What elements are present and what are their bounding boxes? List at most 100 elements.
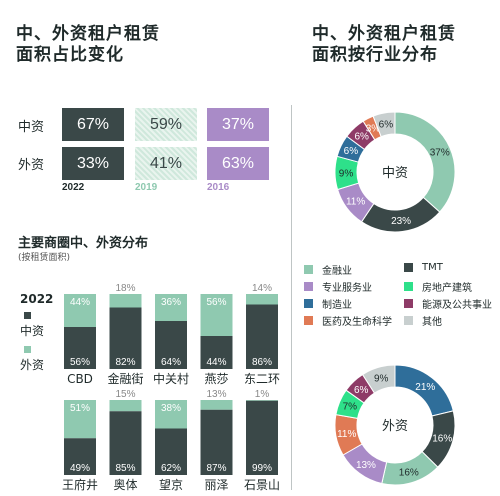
foreign-donut-slice-7 (361, 364, 396, 394)
legend-item-manufacturing: 制造业 (304, 296, 352, 311)
legend-item-professional: 专业服务业 (304, 279, 372, 294)
bar-foreign-6 (109, 400, 142, 412)
legend-item-energy: 能源及公共事业 (404, 296, 492, 311)
legend-label-manufacturing: 制造业 (322, 300, 352, 311)
bar-foreign-label-1: 18% (115, 283, 135, 294)
bar-domestic-label-9: 99% (252, 463, 272, 474)
bar-foreign-label-9: 1% (255, 389, 270, 400)
districts-legend-year: 2022 (20, 292, 54, 306)
bar-foreign-label-4: 14% (252, 283, 272, 294)
bar-category-label-9: 石景山 (244, 478, 280, 492)
domestic-donut-slice-label-5: 6% (354, 132, 369, 143)
bar-domestic-0 (64, 327, 96, 369)
bar-foreign-4 (246, 294, 278, 305)
bar-domestic-2 (155, 321, 187, 369)
bar-domestic-label-7: 62% (161, 463, 181, 474)
bar-foreign-0 (64, 294, 96, 327)
bar-foreign-label-3: 56% (206, 297, 226, 308)
cell-2016-foreign: 63% (207, 147, 269, 180)
bar-domestic-label-3: 44% (206, 357, 226, 368)
legend-swatch-realestate (404, 282, 413, 291)
domestic-donut-slice-label-6: 3% (366, 124, 381, 135)
foreign-donut-chart: 21% 16% 16% 13% 11% 7% 6% 9% 外资 (334, 364, 456, 486)
bar-foreign-label-8: 13% (206, 389, 226, 400)
domestic-donut-slice-label-7: 6% (379, 119, 394, 130)
bar-foreign-2 (155, 294, 187, 321)
legend-swatch-other (404, 316, 413, 325)
district-bar-chart: 44% 56% CBD 18% 82% 金融街 36% 64% 中关村 56% 44% 燕莎 14% 86… (62, 283, 280, 492)
bar-foreign-8 (200, 400, 233, 410)
bar-foreign-9 (246, 400, 278, 401)
legend-item-medical: 医药及生命科学 (304, 313, 392, 328)
left-title-line-2: 面积占比变化 (16, 45, 124, 65)
share-table: 中资 外资 67% 59% 37% 33% 41% 63% 2022 2019 … (0, 0, 290, 200)
right-title-line-2: 面积按行业分布 (312, 45, 438, 65)
bar-foreign-5 (64, 400, 96, 439)
bar-foreign-label-6: 15% (115, 389, 135, 400)
legend-domestic-swatch (24, 312, 31, 319)
bar-domestic-4 (246, 304, 278, 369)
year-2016-label: 2016 (207, 182, 230, 193)
bar-foreign-label-0: 44% (70, 297, 90, 308)
bar-domestic-label-2: 64% (161, 357, 181, 368)
domestic-donut-slice-label-3: 9% (339, 168, 354, 179)
bar-foreign-label-2: 36% (161, 297, 181, 308)
bar-category-label-2: 中关村 (153, 371, 189, 386)
legend-label-medical: 医药及生命科学 (322, 317, 392, 328)
foreign-donut-slice-label-7: 9% (374, 373, 389, 384)
bar-domestic-1 (109, 307, 142, 369)
legend-item-other: 其他 (404, 313, 442, 328)
year-2022-label: 2022 (62, 182, 85, 193)
legend-item-finance: 金融业 (304, 262, 352, 277)
bar-foreign-label-7: 38% (161, 403, 181, 414)
foreign-donut-slice-label-4: 11% (337, 429, 356, 440)
legend-swatch-energy (404, 299, 413, 308)
legend-swatch-professional (304, 282, 313, 291)
bar-domestic-3 (200, 336, 233, 369)
bar-domestic-label-4: 86% (252, 357, 272, 368)
domestic-donut-slice-7 (372, 111, 396, 138)
bar-foreign-label-5: 51% (70, 403, 90, 414)
domestic-donut-chart: 37%23%11%9%6%6%3%6%中资 (334, 111, 456, 233)
bar-domestic-label-6: 85% (115, 463, 135, 474)
bar-category-label-3: 燕莎 (204, 372, 228, 386)
districts-title: 主要商圈中、外资分布 (18, 236, 149, 251)
bar-foreign-7 (155, 400, 187, 429)
bar-domestic-8 (200, 409, 233, 475)
domestic-donut-center-label: 中资 (382, 166, 408, 181)
foreign-donut-center-label: 外资 (382, 419, 408, 434)
cell-2016-domestic: 37% (207, 108, 269, 141)
legend-label-realestate: 房地产建筑 (422, 283, 472, 294)
legend-label-energy: 能源及公共事业 (422, 300, 492, 311)
domestic-donut-slice-label-0: 37% (430, 148, 450, 159)
bar-domestic-7 (155, 428, 187, 475)
domestic-donut-slice-label-1: 23% (391, 216, 411, 227)
bar-domestic-label-1: 82% (115, 357, 135, 368)
foreign-donut-slice-label-1: 16% (432, 434, 452, 445)
legend-item-realestate: 房地产建筑 (404, 279, 472, 294)
legend-swatch-finance (304, 265, 313, 274)
bar-domestic-label-0: 56% (70, 357, 90, 368)
cell-2022-foreign: 33% (62, 147, 124, 180)
bar-domestic-6 (109, 411, 142, 475)
domestic-donut-slice-label-4: 6% (344, 146, 359, 157)
bar-category-label-4: 东二环 (244, 372, 280, 386)
bar-foreign-1 (109, 294, 142, 308)
legend-foreign-swatch (24, 346, 31, 353)
bar-domestic-label-8: 87% (206, 463, 226, 474)
year-2019-label: 2019 (135, 182, 158, 193)
bar-domestic-label-5: 49% (70, 463, 90, 474)
legend-item-tmt: TMT (404, 262, 443, 273)
vertical-divider (291, 105, 292, 490)
foreign-donut-slice-label-0: 21% (415, 382, 435, 393)
bar-domestic-9 (246, 400, 278, 475)
foreign-donut-slice-label-3: 13% (356, 460, 376, 471)
legend-label-tmt: TMT (422, 262, 443, 273)
legend-domestic-label: 中资 (20, 324, 45, 338)
legend-label-other: 其他 (422, 317, 442, 328)
foreign-donut-slice-label-5: 7% (343, 402, 358, 413)
left-title: 中、外资租户租赁 面积占比变化 (16, 24, 160, 66)
cell-2019-domestic: 59% (135, 108, 197, 141)
bar-category-label-1: 金融街 (107, 371, 143, 386)
foreign-donut-slice-label-6: 6% (354, 385, 369, 396)
